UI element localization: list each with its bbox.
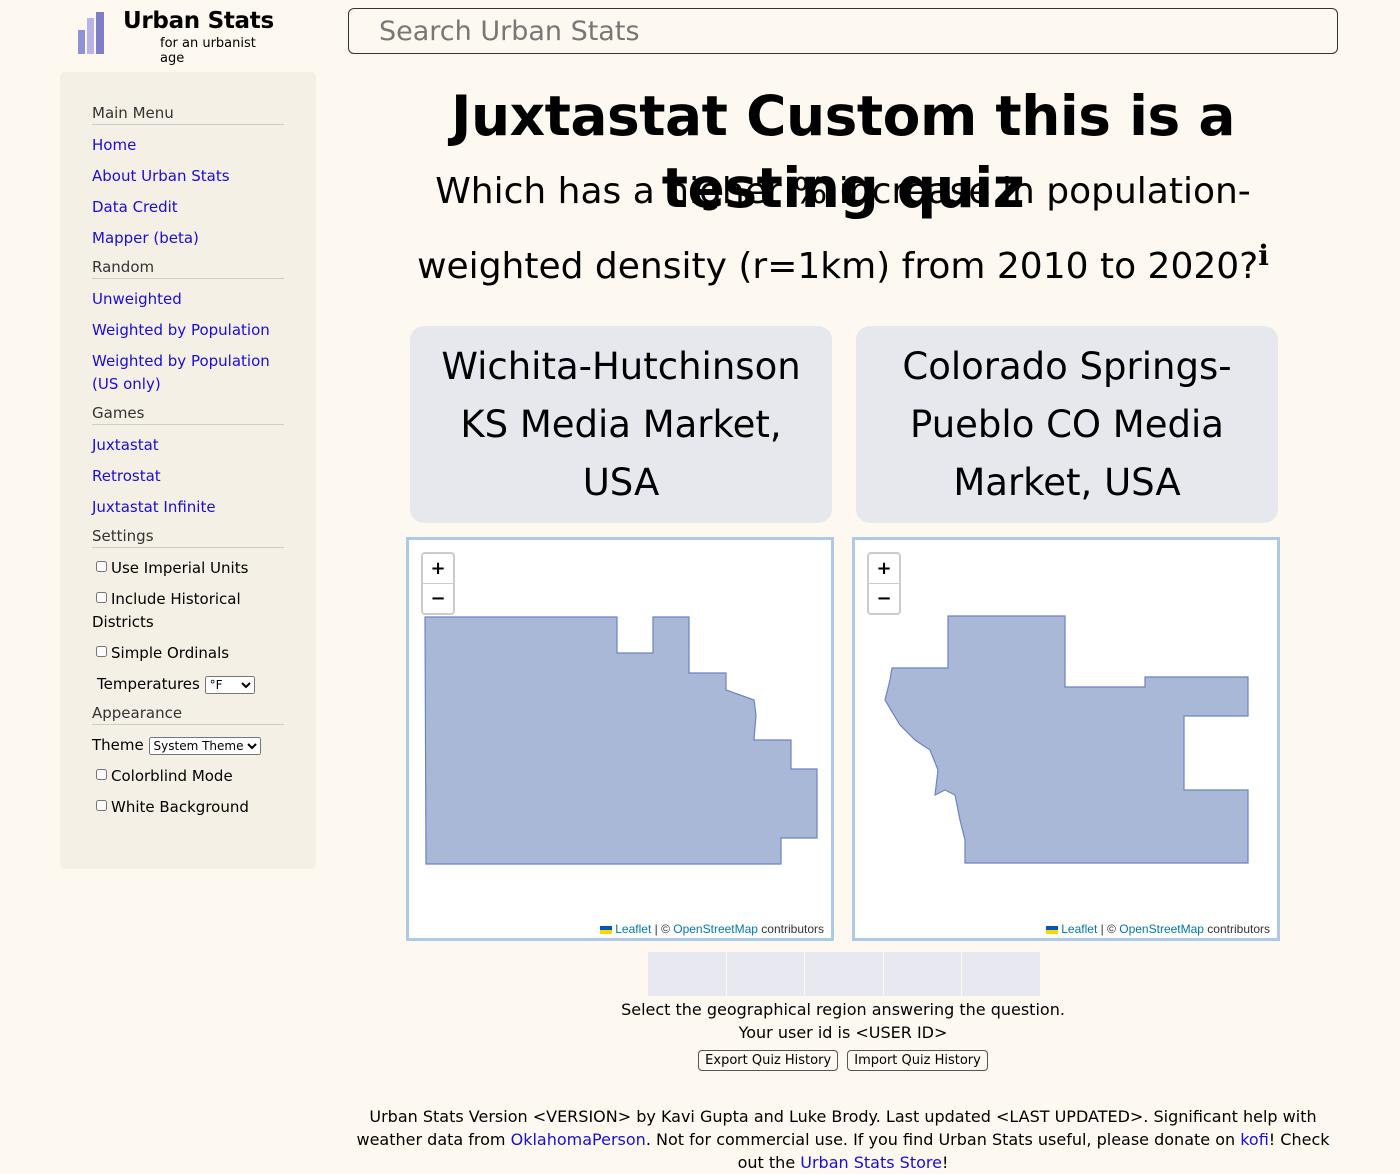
white-bg-label: White Background	[111, 798, 249, 816]
temperatures-select[interactable]: °F	[204, 675, 255, 694]
colorblind-label: Colorblind Mode	[111, 767, 233, 785]
logo[interactable]: Urban Stats for an urbanist age	[76, 8, 276, 66]
zoom-in-button-b[interactable]: +	[869, 554, 899, 584]
region-outline-b	[884, 615, 1249, 864]
ukraine-flag-icon	[1046, 925, 1059, 934]
setting-historical[interactable]: Include Historical Districts	[92, 588, 284, 634]
question-text: Which has a higher % increase in populat…	[417, 171, 1259, 287]
sidebar-link-juxtastat[interactable]: Juxtastat	[92, 436, 159, 454]
user-id-text: Your user id is <USER ID>	[738, 1023, 948, 1042]
progress-box	[648, 952, 726, 996]
sidebar-link-mapper[interactable]: Mapper (beta)	[92, 229, 199, 247]
quiz-hint: Select the geographical region answering…	[348, 998, 1338, 1044]
sidebar: Main Menu Home About Urban Stats Data Cr…	[60, 72, 316, 869]
map-choice-a[interactable]: + − Leaflet | © OpenStreetMap contributo…	[406, 537, 834, 941]
sidebar-link-data-credit[interactable]: Data Credit	[92, 198, 178, 216]
attribution-sep-b: | ©	[1097, 922, 1120, 936]
zoom-control-b: + −	[867, 552, 901, 615]
site-title: Urban Stats	[123, 8, 274, 34]
footer: Urban Stats Version <VERSION> by Kavi Gu…	[348, 1105, 1338, 1174]
attribution-contrib-a: contributors	[757, 922, 824, 936]
footer-text-2: . Not for commercial use. If you find Ur…	[645, 1130, 1241, 1149]
section-main-menu: Main Menu	[92, 104, 284, 125]
historical-checkbox[interactable]	[96, 592, 107, 603]
site-subtitle: for an urbanist age	[160, 36, 256, 66]
info-icon[interactable]: i	[1258, 239, 1269, 272]
colorblind-checkbox[interactable]	[96, 769, 107, 780]
ukraine-flag-icon	[600, 925, 613, 934]
sidebar-link-weighted-pop[interactable]: Weighted by Population	[92, 321, 270, 339]
footer-text-1: Urban Stats Version <VERSION> by Kavi Gu…	[356, 1107, 1317, 1149]
region-shape-b[interactable]	[855, 540, 1277, 938]
footer-link-oklahomaperson[interactable]: OklahomaPerson	[510, 1130, 646, 1149]
setting-ordinals[interactable]: Simple Ordinals	[92, 642, 284, 665]
temperatures-label: Temperatures	[97, 675, 200, 693]
progress-box	[726, 952, 805, 996]
search-box[interactable]	[348, 8, 1338, 54]
progress-box	[962, 952, 1040, 996]
section-settings: Settings	[92, 527, 284, 548]
sidebar-link-juxtastat-infinite[interactable]: Juxtastat Infinite	[92, 498, 216, 516]
sidebar-link-home[interactable]: Home	[92, 136, 137, 154]
map-choice-b[interactable]: + − Leaflet | © OpenStreetMap contributo…	[852, 537, 1280, 941]
setting-theme: Theme System Theme	[92, 734, 284, 757]
region-shape-a[interactable]	[409, 540, 831, 938]
leaflet-link-b[interactable]: Leaflet	[1061, 922, 1098, 936]
sidebar-link-about[interactable]: About Urban Stats	[92, 167, 230, 185]
import-history-button[interactable]: Import Quiz History	[847, 1050, 988, 1071]
setting-imperial[interactable]: Use Imperial Units	[92, 557, 284, 580]
section-random: Random	[92, 258, 284, 279]
theme-label: Theme	[92, 736, 144, 754]
attribution-contrib-b: contributors	[1203, 922, 1270, 936]
page-title: Juxtastat Custom this is a testing quiz	[451, 84, 1235, 220]
theme-select[interactable]: System Theme	[148, 736, 261, 755]
progress-box	[805, 952, 883, 996]
sidebar-link-unweighted[interactable]: Unweighted	[92, 290, 182, 308]
quiz-history-buttons: Export Quiz History Import Quiz History	[348, 1049, 1338, 1071]
imperial-label: Use Imperial Units	[111, 559, 249, 577]
white-bg-checkbox[interactable]	[96, 800, 107, 811]
export-history-button[interactable]: Export Quiz History	[698, 1050, 839, 1071]
quiz-question: Which has a higher % increase in populat…	[370, 160, 1316, 299]
ordinals-label: Simple Ordinals	[111, 644, 230, 662]
footer-link-kofi[interactable]: kofi	[1240, 1130, 1269, 1149]
setting-white-bg[interactable]: White Background	[92, 796, 284, 819]
sidebar-link-retrostat[interactable]: Retrostat	[92, 467, 161, 485]
instruction-text: Select the geographical region answering…	[621, 1000, 1065, 1019]
choice-b-label: Colorado Springs-Pueblo CO Media Market,…	[902, 344, 1232, 504]
section-appearance: Appearance	[92, 704, 284, 725]
setting-temperatures: Temperatures °F	[92, 673, 284, 696]
map-attribution-b: Leaflet | © OpenStreetMap contributors	[1042, 921, 1274, 937]
zoom-control-a: + −	[421, 552, 455, 615]
leaflet-link-a[interactable]: Leaflet	[615, 922, 652, 936]
sidebar-link-weighted-pop-us[interactable]: Weighted by Population (US only)	[92, 352, 270, 393]
section-games: Games	[92, 404, 284, 425]
choice-b-button[interactable]: Colorado Springs-Pueblo CO Media Market,…	[856, 326, 1278, 523]
footer-link-store[interactable]: Urban Stats Store	[800, 1153, 942, 1172]
zoom-out-button-b[interactable]: −	[876, 588, 892, 609]
zoom-out-button-a[interactable]: −	[430, 588, 446, 609]
search-input[interactable]	[349, 9, 1337, 53]
ordinals-checkbox[interactable]	[96, 646, 107, 657]
choice-a-label: Wichita-Hutchinson KS Media Market, USA	[441, 344, 801, 504]
choice-a-button[interactable]: Wichita-Hutchinson KS Media Market, USA	[410, 326, 832, 523]
historical-label: Include Historical Districts	[92, 590, 241, 631]
map-attribution-a: Leaflet | © OpenStreetMap contributors	[596, 921, 828, 937]
footer-text-4: !	[941, 1153, 949, 1172]
zoom-in-button-a[interactable]: +	[423, 554, 453, 584]
progress-box	[883, 952, 962, 996]
quiz-progress-boxes	[648, 952, 1040, 996]
setting-colorblind[interactable]: Colorblind Mode	[92, 765, 284, 788]
osm-link-b[interactable]: OpenStreetMap	[1119, 922, 1204, 936]
osm-link-a[interactable]: OpenStreetMap	[673, 922, 758, 936]
region-outline-a	[424, 616, 818, 865]
logo-icon	[78, 12, 104, 54]
attribution-sep-a: | ©	[651, 922, 674, 936]
imperial-checkbox[interactable]	[96, 561, 107, 572]
